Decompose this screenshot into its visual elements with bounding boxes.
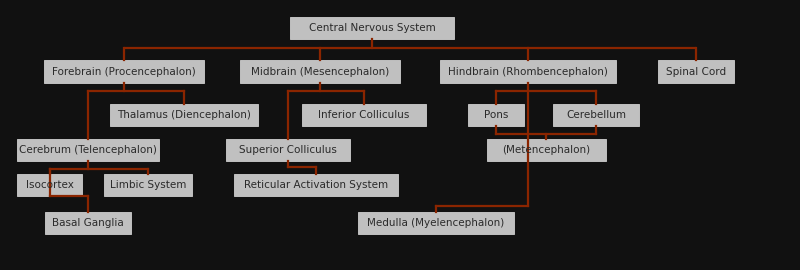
Text: Thalamus (Diencephalon): Thalamus (Diencephalon) [117,110,251,120]
Text: Superior Colliculus: Superior Colliculus [239,145,337,155]
FancyBboxPatch shape [104,174,192,196]
Text: Central Nervous System: Central Nervous System [309,23,435,33]
Text: Midbrain (Mesencephalon): Midbrain (Mesencephalon) [251,66,389,77]
FancyBboxPatch shape [440,60,616,83]
FancyBboxPatch shape [17,139,159,161]
Text: (Metencephalon): (Metencephalon) [502,145,590,155]
Text: Isocortex: Isocortex [26,180,74,190]
FancyBboxPatch shape [234,174,398,196]
Text: Hindbrain (Rhombencephalon): Hindbrain (Rhombencephalon) [448,66,608,77]
Text: Forebrain (Procencephalon): Forebrain (Procencephalon) [52,66,196,77]
FancyBboxPatch shape [17,174,82,196]
FancyBboxPatch shape [487,139,606,161]
FancyBboxPatch shape [240,60,400,83]
FancyBboxPatch shape [290,17,454,39]
FancyBboxPatch shape [553,104,639,126]
Text: Basal Ganglia: Basal Ganglia [52,218,124,228]
FancyBboxPatch shape [226,139,350,161]
FancyBboxPatch shape [45,212,131,234]
Text: Medulla (Myelencephalon): Medulla (Myelencephalon) [367,218,505,228]
Text: Reticular Activation System: Reticular Activation System [244,180,388,190]
FancyBboxPatch shape [468,104,524,126]
FancyBboxPatch shape [302,104,426,126]
Text: Cerebrum (Telencephalon): Cerebrum (Telencephalon) [19,145,157,155]
FancyBboxPatch shape [110,104,258,126]
Text: Limbic System: Limbic System [110,180,186,190]
Text: Spinal Cord: Spinal Cord [666,66,726,77]
FancyBboxPatch shape [658,60,734,83]
FancyBboxPatch shape [44,60,204,83]
FancyBboxPatch shape [358,212,514,234]
Text: Pons: Pons [484,110,508,120]
Text: Inferior Colliculus: Inferior Colliculus [318,110,410,120]
Text: Cerebellum: Cerebellum [566,110,626,120]
